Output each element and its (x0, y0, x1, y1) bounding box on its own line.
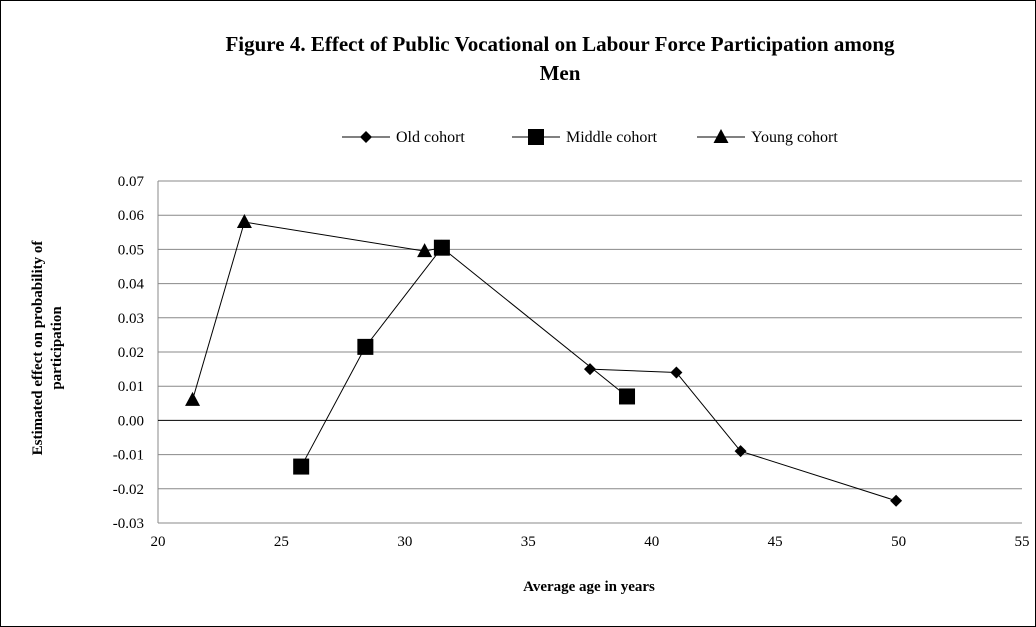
triangle-marker (185, 391, 201, 406)
y-tick-label: 0.04 (118, 277, 145, 293)
series-line (589, 368, 897, 502)
x-tick-label: 30 (397, 534, 412, 550)
y-tick-label: -0.03 (113, 516, 144, 532)
x-tick-label: 45 (768, 534, 783, 550)
x-tick-label: 55 (1015, 534, 1030, 550)
diamond-marker (734, 445, 747, 458)
legend: Old cohort Middle cohort Young cohort (342, 129, 838, 146)
x-tick-label: 40 (644, 534, 659, 550)
square-marker (293, 458, 310, 475)
diamond-marker (670, 366, 683, 379)
grid-lines (158, 180, 1022, 524)
diamond-marker (584, 363, 596, 376)
chart-title-line-2: Men (539, 61, 581, 85)
series-group (185, 214, 903, 507)
triangle-marker (236, 214, 252, 229)
x-tick-label: 35 (521, 534, 536, 550)
x-tick-label: 25 (274, 534, 289, 550)
y-tick-label: 0.05 (118, 242, 144, 258)
y-tick-label: -0.01 (113, 448, 144, 464)
triangle-marker (434, 239, 450, 254)
series-line (192, 221, 442, 401)
legend-item: Old cohort (342, 129, 465, 146)
x-axis-title: Average age in years (523, 579, 655, 595)
y-tick-label: 0.01 (118, 379, 144, 395)
square-marker (357, 338, 374, 355)
series-young-cohort (185, 214, 450, 406)
x-tick-label: 20 (151, 534, 166, 550)
square-marker (619, 388, 636, 405)
legend-item: Middle cohort (512, 129, 658, 146)
series-middle-cohort (293, 239, 636, 475)
chart-title: Figure 4. Effect of Public Vocational on… (130, 30, 990, 88)
y-tick-label: -0.02 (113, 482, 144, 498)
triangle-marker (417, 243, 433, 258)
y-tick-label: 0.07 (118, 174, 145, 190)
chart-title-line-1: Figure 4. Effect of Public Vocational on… (225, 32, 895, 56)
legend-label: Old cohort (396, 129, 465, 146)
x-tick-labels: 20 25 30 35 40 45 50 55 (151, 534, 1030, 550)
diamond-marker (360, 131, 372, 143)
y-tick-label: 0.03 (118, 311, 144, 327)
axes (157, 181, 1022, 524)
series-line (300, 246, 628, 467)
triangle-marker (713, 129, 729, 143)
square-marker (528, 129, 544, 145)
y-axis-title-line-2: participation (49, 306, 65, 390)
diamond-marker (890, 494, 903, 507)
y-tick-label: 0.06 (118, 208, 145, 224)
legend-item: Young cohort (697, 129, 838, 146)
legend-label: Young cohort (751, 129, 838, 146)
x-tick-label: 50 (891, 534, 906, 550)
y-tick-label: 0.00 (118, 413, 144, 429)
y-axis-title-line-1: Estimated effect on probability of (30, 240, 46, 456)
y-axis-title: Estimated effect on probability of parti… (30, 240, 65, 456)
series-old-cohort (584, 363, 903, 507)
legend-label: Middle cohort (566, 129, 658, 146)
y-tick-labels: 0.07 0.06 0.05 0.04 0.03 0.02 0.01 0.00 -0.01 -0.… (113, 174, 145, 532)
y-tick-label: 0.02 (118, 345, 144, 361)
